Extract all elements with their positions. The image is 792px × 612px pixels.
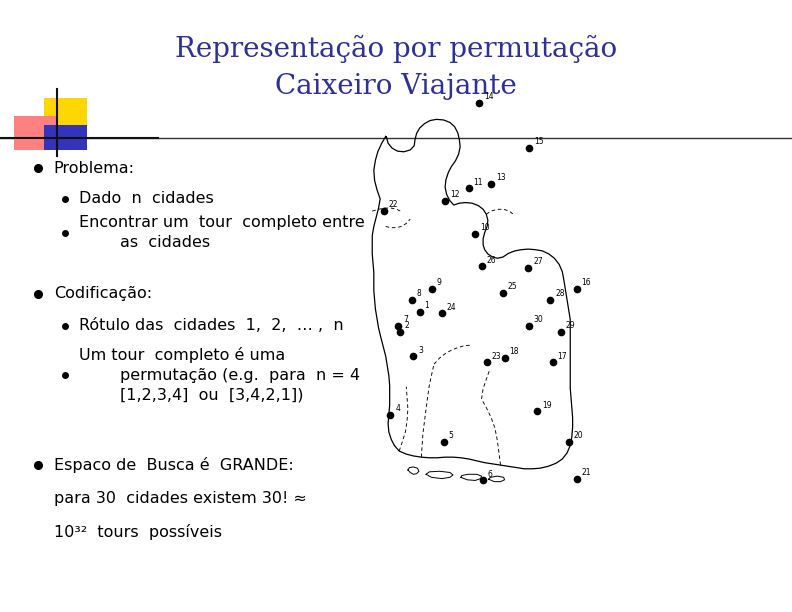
- Text: 23: 23: [492, 352, 501, 360]
- Text: 3: 3: [418, 346, 423, 354]
- Text: Rótulo das  cidades  1,  2,  … ,  n: Rótulo das cidades 1, 2, … , n: [79, 318, 344, 333]
- Text: 4: 4: [395, 405, 400, 413]
- Text: 11: 11: [474, 178, 483, 187]
- Bar: [44, 125, 87, 150]
- Bar: [44, 98, 87, 132]
- Text: 7: 7: [403, 315, 408, 324]
- Text: 27: 27: [533, 258, 543, 266]
- Text: 1: 1: [425, 302, 429, 310]
- Bar: [14, 116, 58, 150]
- Text: 8: 8: [417, 289, 421, 298]
- Text: 30: 30: [534, 315, 543, 324]
- Text: 10: 10: [480, 223, 489, 232]
- Text: 24: 24: [447, 303, 456, 312]
- Text: 16: 16: [581, 278, 591, 287]
- Text: Encontrar um  tour  completo entre
        as  cidades: Encontrar um tour completo entre as cida…: [79, 215, 365, 250]
- Text: 15: 15: [534, 138, 543, 146]
- Text: 20: 20: [573, 431, 583, 440]
- Text: 22: 22: [389, 201, 398, 209]
- Text: Problema:: Problema:: [54, 161, 135, 176]
- Text: 5: 5: [448, 431, 453, 440]
- Text: 14: 14: [484, 92, 493, 101]
- Text: 12: 12: [450, 190, 459, 199]
- Text: Representação por permutação: Representação por permutação: [175, 35, 617, 63]
- Text: Espaco de  Busca é  GRANDE:: Espaco de Busca é GRANDE:: [54, 457, 294, 473]
- Text: 21: 21: [581, 468, 591, 477]
- Text: 19: 19: [542, 401, 551, 409]
- Text: 28: 28: [555, 289, 565, 298]
- Text: 10³²  tours  possíveis: 10³² tours possíveis: [54, 524, 222, 540]
- Text: 13: 13: [496, 173, 505, 182]
- Text: 26: 26: [486, 256, 496, 264]
- Text: Caixeiro Viajante: Caixeiro Viajante: [275, 73, 517, 100]
- Text: Um tour  completo é uma
        permutação (e.g.  para  n = 4
        [1,2,3,4] : Um tour completo é uma permutação (e.g. …: [79, 347, 360, 402]
- Text: 18: 18: [509, 348, 519, 356]
- Text: 25: 25: [508, 282, 517, 291]
- Text: 9: 9: [436, 278, 441, 287]
- Text: para 30  cidades existem 30! ≈: para 30 cidades existem 30! ≈: [54, 491, 307, 506]
- Text: 2: 2: [405, 321, 409, 330]
- Text: 6: 6: [488, 470, 493, 479]
- Text: 29: 29: [565, 321, 575, 330]
- Text: Dado  n  cidades: Dado n cidades: [79, 192, 214, 206]
- Text: Codificação:: Codificação:: [54, 286, 152, 301]
- Text: 17: 17: [558, 352, 567, 360]
